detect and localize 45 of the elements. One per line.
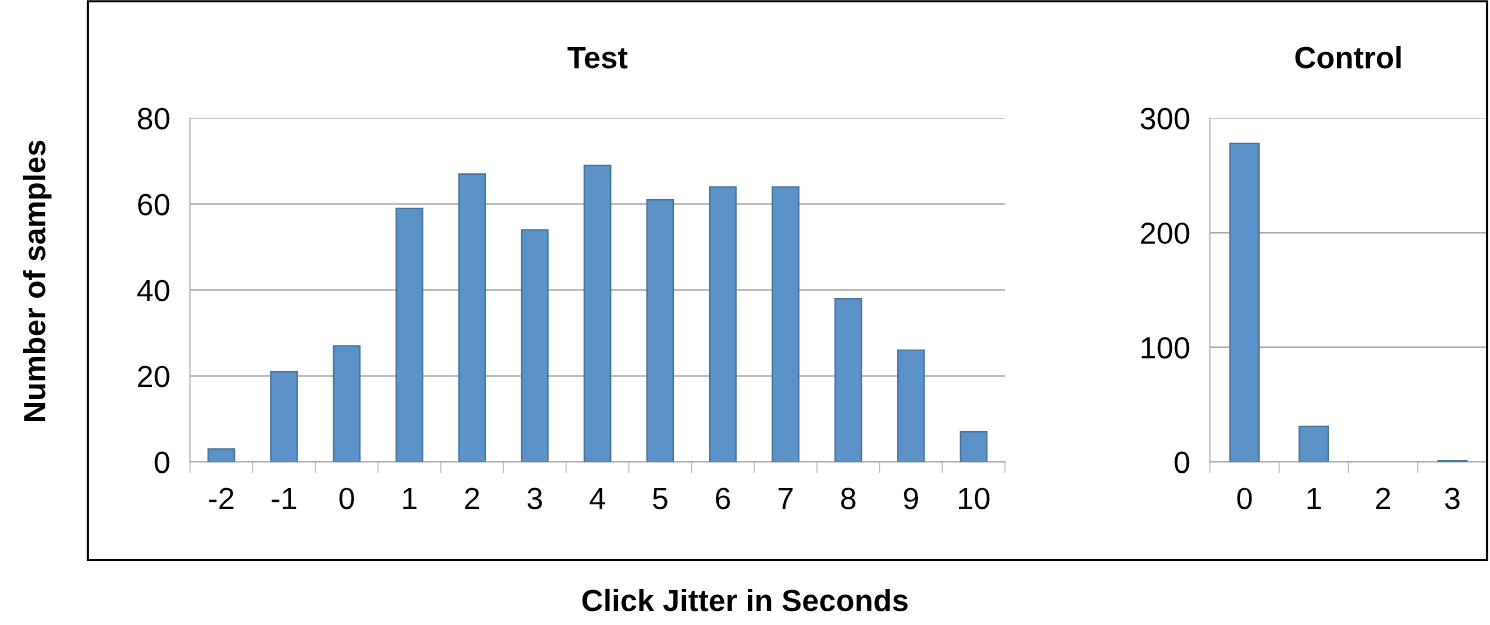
x-tick-label: -2 — [209, 487, 234, 510]
bar — [959, 431, 988, 462]
chart-title: Test — [567, 47, 628, 69]
y-tick-label: 0 — [1174, 451, 1190, 474]
x-tick-label: 8 — [841, 487, 856, 510]
bar — [332, 345, 361, 462]
x-tick-label: 4 — [589, 488, 606, 510]
x-tick-label: -1 — [271, 488, 297, 510]
x-tick-label: 2 — [465, 487, 480, 510]
bar — [771, 186, 800, 462]
bar — [709, 186, 737, 462]
bar — [270, 370, 298, 462]
y-tick-label: 100 — [1141, 337, 1190, 359]
bar — [834, 297, 863, 462]
x-tick-label: 5 — [652, 488, 668, 510]
y-tick-label: 60 — [138, 193, 170, 216]
bar — [897, 349, 925, 462]
x-tick-label: 7 — [778, 488, 793, 510]
y-tick-label: 300 — [1140, 107, 1190, 130]
bar — [1298, 425, 1330, 462]
y-tick-label: 200 — [1141, 222, 1190, 245]
bar — [395, 207, 424, 462]
x-tick-label: 6 — [715, 487, 731, 510]
y-tick-label: 20 — [138, 365, 170, 388]
bar — [583, 164, 612, 462]
y-axis-title: Number of samples — [23, 140, 52, 421]
chart-title: Control — [1295, 45, 1401, 69]
x-tick-label: 1 — [403, 488, 417, 510]
bar — [646, 199, 675, 462]
x-tick-label: 10 — [959, 487, 990, 510]
x-tick-label: 0 — [1237, 487, 1252, 510]
y-tick-label: 40 — [137, 279, 170, 302]
y-tick-label: 0 — [154, 451, 170, 474]
bar — [458, 173, 486, 462]
x-axis-title: Click Jitter in Seconds — [582, 588, 908, 612]
x-tick-label: 2 — [1376, 487, 1391, 510]
bar — [520, 229, 549, 462]
bar — [207, 448, 236, 462]
y-tick-label: 80 — [137, 107, 170, 130]
bar — [1229, 142, 1260, 462]
x-tick-label: 3 — [527, 487, 542, 510]
x-tick-label: 9 — [903, 487, 919, 510]
x-tick-label: 0 — [339, 487, 355, 510]
x-tick-label: 3 — [1445, 487, 1460, 510]
x-tick-label: 1 — [1307, 488, 1321, 510]
